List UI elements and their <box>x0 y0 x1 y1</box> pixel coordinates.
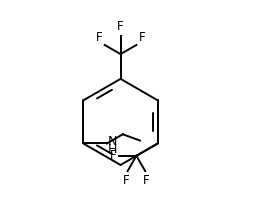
Text: F: F <box>117 20 124 33</box>
Text: F: F <box>138 31 145 44</box>
Text: F: F <box>123 174 130 187</box>
Text: N: N <box>108 135 117 148</box>
Text: F: F <box>109 149 116 162</box>
Text: F: F <box>143 174 149 187</box>
Text: F: F <box>96 31 103 44</box>
Text: H: H <box>108 143 117 156</box>
